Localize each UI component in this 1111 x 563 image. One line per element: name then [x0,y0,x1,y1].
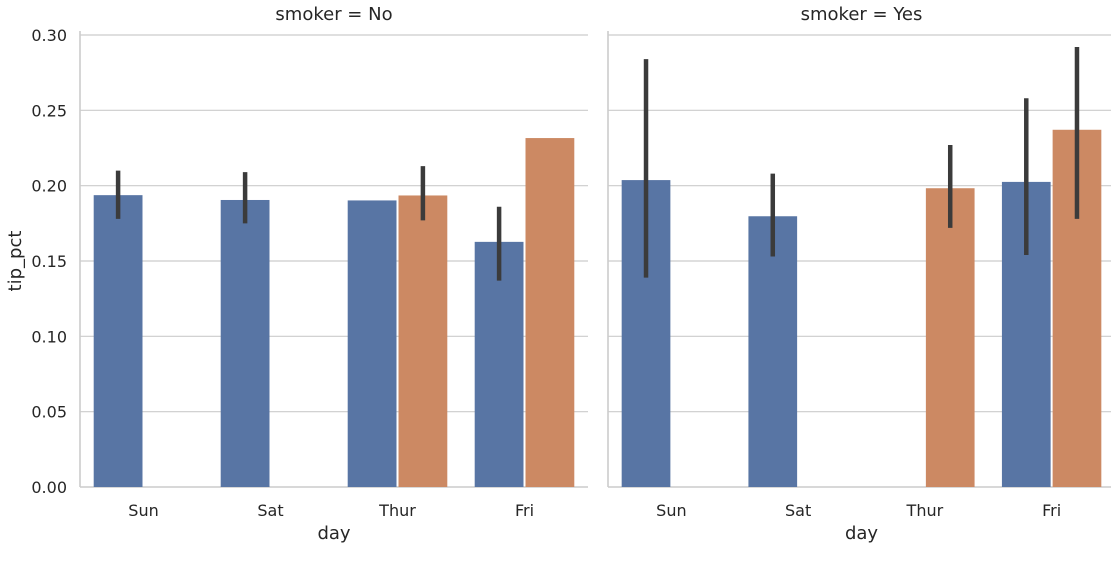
bar [474,241,524,487]
y-tick-label: 0.05 [31,403,67,422]
x-tick-label: Thur [378,501,416,520]
x-tick-label: Sat [785,501,811,520]
x-tick-label: Fri [515,501,534,520]
bar [398,195,448,487]
bar [925,188,975,487]
x-tick-label: Sun [128,501,158,520]
y-tick-label: 0.25 [31,101,67,120]
y-tick-label: 0.00 [31,478,67,497]
x-tick-label: Sat [257,501,283,520]
y-axis-label: tip_pct [5,231,26,292]
panel-title: smoker = Yes [801,4,923,25]
bar [748,216,798,487]
panel-1: 0.00 0.05 0.10 0.15 0.20 0.25 0.30 Sun Sat Thur Fr… [31,4,588,544]
bar [347,200,397,487]
bar [220,199,270,488]
panel-title: smoker = No [275,4,392,25]
x-axis-label: day [317,523,350,544]
x-axis-label: day [845,523,878,544]
y-tick-label: 0.15 [31,252,67,271]
bar [525,138,575,487]
y-tick-label: 0.10 [31,327,67,346]
x-tick-label: Fri [1042,501,1061,520]
bar [93,195,143,487]
x-tick-label: Sun [656,501,686,520]
x-tick-label: Thur [906,501,944,520]
y-tick-label: 0.20 [31,177,67,196]
panel-2: Sun Sat Thur Fri day smoker = Yes [607,4,1111,544]
y-tick-label: 0.30 [31,26,67,45]
